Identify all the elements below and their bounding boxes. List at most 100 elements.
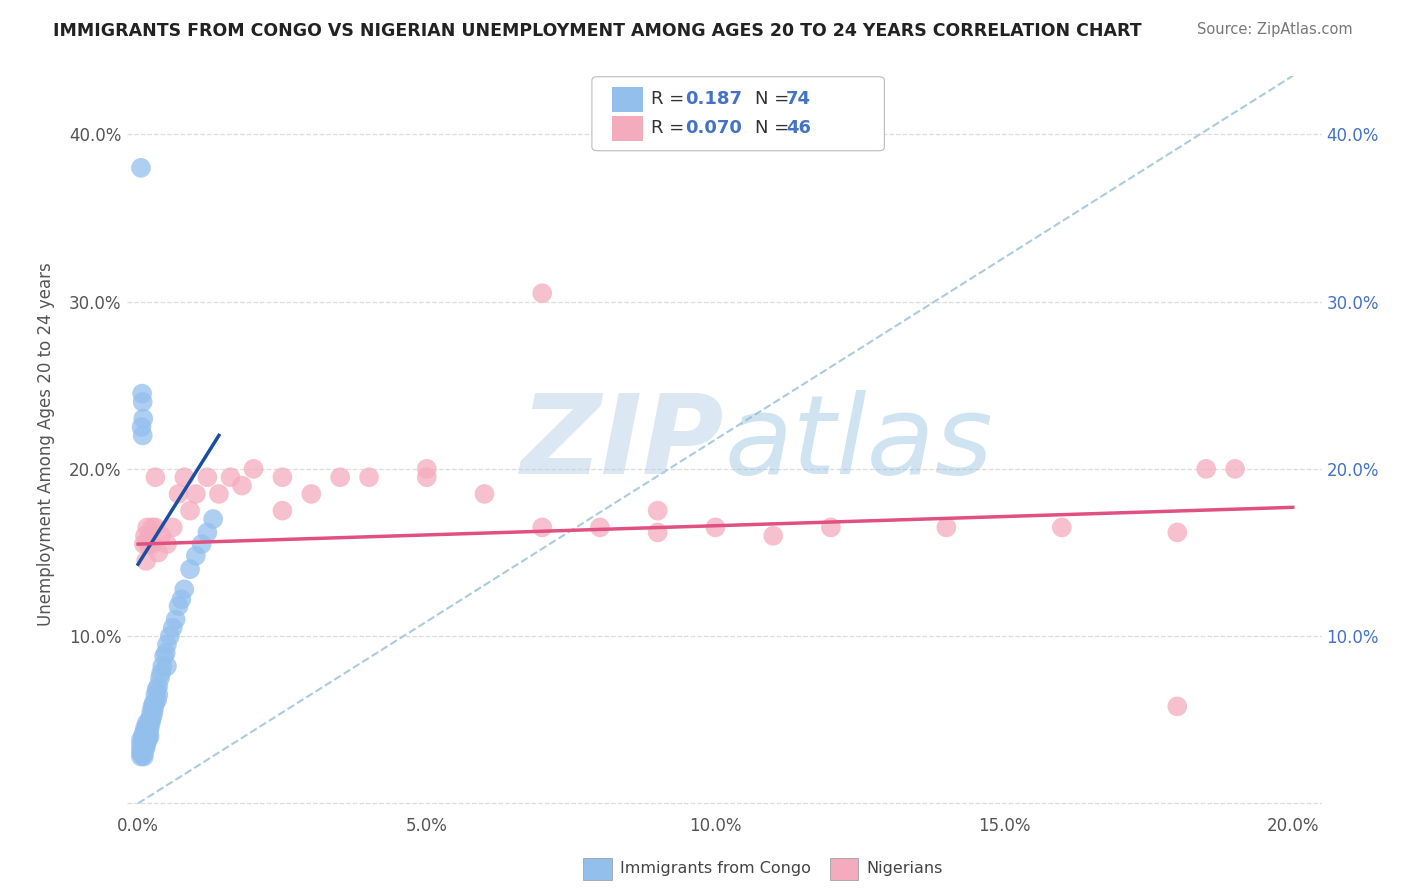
- Point: [173, 470, 195, 484]
- Point: [935, 520, 957, 534]
- Point: [208, 487, 231, 501]
- Point: [132, 411, 155, 425]
- Point: [132, 749, 155, 764]
- Text: 74: 74: [786, 90, 811, 108]
- Point: [145, 682, 167, 697]
- Point: [148, 679, 170, 693]
- Point: [195, 525, 218, 540]
- Text: 0.187: 0.187: [685, 90, 742, 108]
- Point: [173, 582, 195, 597]
- Point: [1166, 525, 1188, 540]
- Point: [1050, 520, 1073, 534]
- Point: [416, 462, 439, 476]
- Point: [589, 520, 612, 534]
- Point: [136, 730, 159, 744]
- Point: [135, 738, 157, 752]
- Point: [145, 696, 167, 710]
- Point: [129, 161, 152, 175]
- Point: [141, 520, 163, 534]
- Point: [129, 749, 152, 764]
- Point: [416, 470, 439, 484]
- Point: [138, 537, 160, 551]
- Point: [145, 470, 167, 484]
- Point: [132, 726, 155, 740]
- Point: [131, 738, 153, 752]
- Point: [131, 744, 153, 758]
- Point: [134, 721, 156, 735]
- Point: [135, 724, 157, 739]
- Point: [135, 716, 157, 731]
- Point: [135, 732, 157, 747]
- Point: [146, 692, 169, 706]
- Point: [167, 487, 190, 501]
- Point: [138, 724, 160, 739]
- Point: [231, 478, 253, 492]
- Text: 0.070: 0.070: [685, 120, 741, 137]
- Point: [134, 529, 156, 543]
- Point: [142, 696, 165, 710]
- Point: [647, 525, 669, 540]
- Point: [136, 721, 159, 735]
- Point: [1195, 462, 1218, 476]
- Text: IMMIGRANTS FROM CONGO VS NIGERIAN UNEMPLOYMENT AMONG AGES 20 TO 24 YEARS CORRELA: IMMIGRANTS FROM CONGO VS NIGERIAN UNEMPL…: [53, 22, 1142, 40]
- Point: [129, 746, 152, 760]
- Point: [357, 470, 380, 484]
- Point: [139, 709, 162, 723]
- Point: [159, 629, 181, 643]
- Point: [531, 520, 554, 534]
- Point: [132, 537, 155, 551]
- Point: [141, 713, 163, 727]
- Point: [820, 520, 842, 534]
- Point: [271, 470, 294, 484]
- Point: [190, 537, 212, 551]
- Text: ZIP: ZIP: [520, 391, 724, 497]
- Point: [131, 386, 153, 401]
- Point: [162, 520, 184, 534]
- Point: [138, 716, 160, 731]
- Point: [145, 520, 167, 534]
- Text: Nigerians: Nigerians: [866, 862, 942, 876]
- Point: [138, 721, 160, 735]
- Point: [150, 659, 173, 673]
- Point: [150, 665, 173, 680]
- Point: [136, 726, 159, 740]
- Point: [271, 503, 294, 517]
- Point: [195, 470, 218, 484]
- Point: [135, 732, 157, 747]
- Point: [329, 470, 352, 484]
- Point: [138, 721, 160, 735]
- Point: [474, 487, 496, 501]
- Point: [150, 529, 173, 543]
- Point: [148, 545, 170, 559]
- Text: atlas: atlas: [724, 391, 993, 497]
- Point: [156, 537, 179, 551]
- Point: [131, 730, 153, 744]
- Point: [145, 688, 167, 702]
- Point: [129, 738, 152, 752]
- Point: [142, 705, 165, 719]
- Point: [153, 649, 176, 664]
- Point: [242, 462, 264, 476]
- Text: Source: ZipAtlas.com: Source: ZipAtlas.com: [1197, 22, 1353, 37]
- Point: [143, 699, 166, 714]
- Point: [165, 612, 187, 626]
- Point: [179, 503, 201, 517]
- Point: [134, 730, 156, 744]
- Point: [138, 730, 160, 744]
- Point: [179, 562, 201, 576]
- Point: [129, 743, 152, 757]
- Text: Immigrants from Congo: Immigrants from Congo: [620, 862, 811, 876]
- Point: [1223, 462, 1246, 476]
- Point: [156, 637, 179, 651]
- Point: [132, 746, 155, 760]
- Point: [184, 487, 207, 501]
- Point: [138, 713, 160, 727]
- Point: [135, 741, 157, 756]
- Point: [139, 716, 162, 731]
- Point: [136, 520, 159, 534]
- Point: [135, 554, 157, 568]
- Point: [131, 420, 153, 434]
- Point: [131, 428, 153, 442]
- Point: [138, 730, 160, 744]
- Text: N =: N =: [755, 120, 794, 137]
